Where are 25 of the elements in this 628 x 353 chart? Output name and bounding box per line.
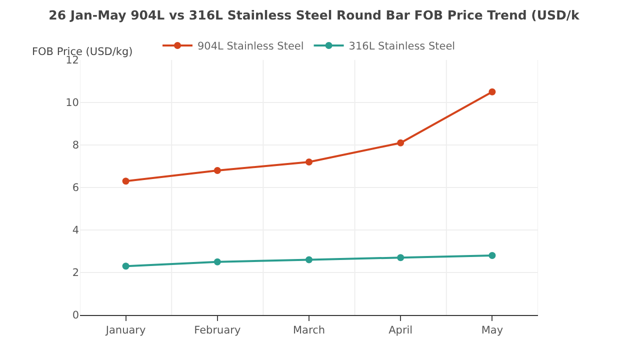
chart-title: 26 Jan-May 904L vs 316L Stainless Steel Round Bar FOB Price Trend (USD/k xyxy=(48,7,580,22)
point xyxy=(488,88,496,96)
point xyxy=(214,258,221,266)
point xyxy=(306,158,312,166)
y-tick-label: 2 xyxy=(72,267,79,280)
x-tick-label: February xyxy=(194,324,241,337)
x-tick-label: January xyxy=(104,324,146,337)
y-tick-label: 6 xyxy=(72,182,80,194)
point xyxy=(122,178,130,185)
point xyxy=(397,139,404,146)
x-tick-label: April xyxy=(388,324,413,337)
point xyxy=(214,167,221,174)
y-tick-label: 8 xyxy=(72,140,79,152)
legend-label: 904L Stainless Steel xyxy=(198,40,304,53)
point xyxy=(122,262,130,270)
y-tick-label: 4 xyxy=(72,224,80,237)
point xyxy=(488,252,496,259)
y-tick-label: 0 xyxy=(72,310,79,322)
y-tick-label: 10 xyxy=(66,97,79,110)
x-tick-label: March xyxy=(292,324,326,337)
point xyxy=(397,254,404,262)
x-tick-label: May xyxy=(481,324,504,337)
point xyxy=(306,256,312,264)
y-tick-label: 12 xyxy=(66,54,79,67)
legend-label: 316L Stainless Steel xyxy=(348,40,456,53)
